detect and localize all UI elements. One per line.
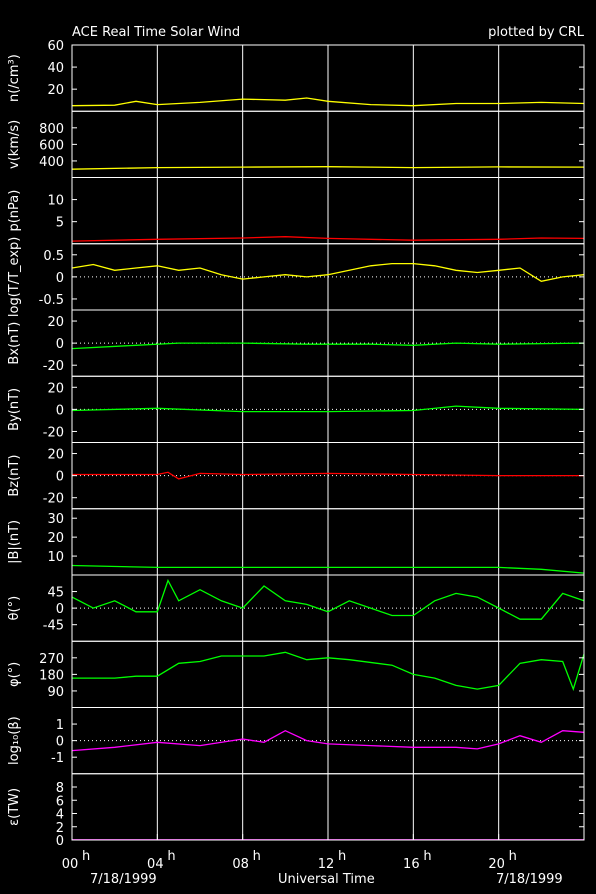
x-tick-sup-16: h xyxy=(423,849,431,864)
date-label-left: 7/18/1999 xyxy=(90,872,157,887)
y-tick-label-eps: 6 xyxy=(56,794,64,809)
y-tick-label-eps: 2 xyxy=(56,821,64,836)
y-axis-label-p: p(nPa) xyxy=(7,190,22,232)
y-tick-label-beta: 0 xyxy=(56,735,64,750)
y-tick-label-bt: 10 xyxy=(47,550,64,565)
y-tick-label-v: 800 xyxy=(39,122,64,137)
y-tick-label-p: 10 xyxy=(47,194,64,209)
x-tick-sup-08: h xyxy=(253,849,261,864)
y-axis-label-t: log(T/T_exp) xyxy=(7,237,22,317)
y-axis-label-phi: φ(°) xyxy=(7,662,22,687)
y-tick-label-n: 60 xyxy=(47,39,64,54)
x-axis-label: Universal Time xyxy=(278,872,375,887)
date-label-right: 7/18/1999 xyxy=(496,872,563,887)
x-tick-label-12: 12 xyxy=(318,857,335,872)
y-tick-label-t: 0.5 xyxy=(43,249,64,264)
y-tick-label-bx: 20 xyxy=(47,315,64,330)
y-tick-label-bz: 0 xyxy=(56,470,64,485)
y-tick-label-eps: 0 xyxy=(56,834,64,849)
series-line-bt xyxy=(71,564,585,574)
y-tick-label-bt: 20 xyxy=(47,531,64,546)
y-axis-label-theta: θ(°) xyxy=(7,596,22,621)
y-tick-label-bx: 0 xyxy=(56,337,64,352)
y-tick-label-phi: 270 xyxy=(39,652,64,667)
y-tick-label-t: 0 xyxy=(56,271,64,286)
y-tick-label-theta: -45 xyxy=(43,619,64,634)
y-tick-label-beta: 1 xyxy=(56,718,64,733)
y-tick-label-v: 600 xyxy=(39,138,64,153)
y-tick-label-by: 20 xyxy=(47,381,64,396)
y-axis-label-bx: Bx(nT) xyxy=(7,322,22,365)
y-axis-label-v: v(km/s) xyxy=(7,120,22,169)
y-tick-label-theta: 45 xyxy=(47,586,64,601)
y-axis-label-bz: Bz(nT) xyxy=(7,455,22,497)
y-tick-label-p: 5 xyxy=(56,216,64,231)
y-tick-label-n: 40 xyxy=(47,61,64,76)
y-axis-label-by: By(nT) xyxy=(7,388,22,431)
x-tick-sup-04: h xyxy=(167,849,175,864)
y-axis-label-bt: |B|(nT) xyxy=(7,520,22,564)
x-tick-label-20: 20 xyxy=(488,857,505,872)
y-tick-label-t: -0.5 xyxy=(39,293,64,308)
y-tick-label-bx: -20 xyxy=(43,359,64,374)
x-tick-sup-20: h xyxy=(509,849,517,864)
x-tick-label-16: 16 xyxy=(403,857,420,872)
chart-title: ACE Real Time Solar Wind xyxy=(72,25,241,40)
y-tick-label-bz: -20 xyxy=(43,492,64,507)
y-tick-label-eps: 8 xyxy=(56,781,64,796)
series-line-bx xyxy=(71,342,585,350)
series-line-by xyxy=(71,405,585,413)
series-line-n xyxy=(71,97,585,107)
y-tick-label-phi: 90 xyxy=(47,685,64,700)
y-tick-label-bz: 20 xyxy=(47,448,64,463)
series-line-t xyxy=(71,262,585,282)
y-tick-label-beta: -1 xyxy=(51,751,64,766)
y-tick-label-bt: 30 xyxy=(47,512,64,527)
x-tick-label-08: 08 xyxy=(232,857,249,872)
y-axis-label-beta: log₁₀(β) xyxy=(7,716,22,765)
x-tick-sup-12: h xyxy=(338,849,346,864)
series-line-v xyxy=(71,166,585,170)
series-line-phi xyxy=(72,651,585,692)
x-tick-label-04: 04 xyxy=(147,857,164,872)
y-axis-label-eps: ε(TW) xyxy=(7,788,22,826)
y-tick-label-phi: 180 xyxy=(39,668,64,683)
series-line-bz xyxy=(72,471,584,480)
y-tick-label-eps: 4 xyxy=(56,808,64,823)
series-line-theta xyxy=(71,578,585,620)
plot-credit: plotted by CRL xyxy=(488,25,584,40)
x-tick-sup-00: h xyxy=(82,849,90,864)
x-tick-label-00: 00 xyxy=(62,857,79,872)
series-line-beta xyxy=(71,729,585,752)
y-tick-label-theta: 0 xyxy=(56,602,64,617)
y-axis-label-n: n(/cm³) xyxy=(7,54,22,102)
y-tick-label-by: -20 xyxy=(43,425,64,440)
y-tick-label-by: 0 xyxy=(56,403,64,418)
y-tick-label-n: 20 xyxy=(47,83,64,98)
series-line-p xyxy=(71,236,585,242)
y-tick-label-v: 400 xyxy=(39,155,64,170)
